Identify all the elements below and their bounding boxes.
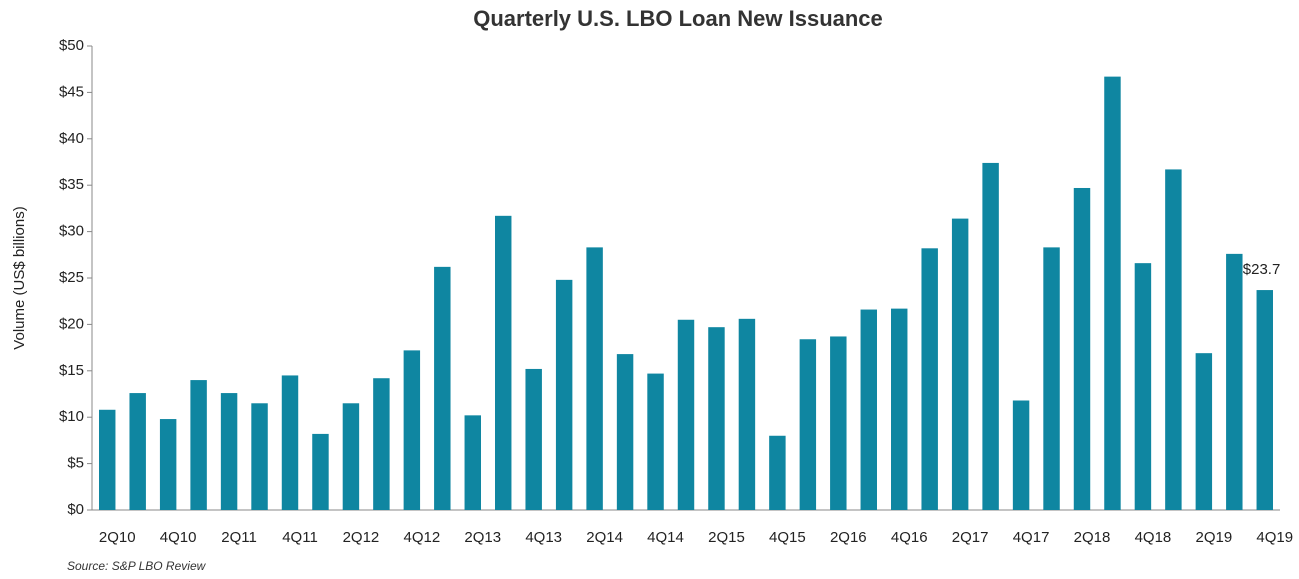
x-tick-label: 4Q13 <box>525 529 562 546</box>
bar <box>616 354 634 510</box>
bar <box>1043 247 1060 510</box>
x-tick-label: 4Q16 <box>891 529 928 546</box>
y-tick-label: $25 <box>59 269 84 286</box>
bar <box>708 327 725 510</box>
bar <box>1226 253 1243 510</box>
bar <box>769 435 786 510</box>
y-tick-label: $45 <box>59 83 84 100</box>
y-tick-label: $35 <box>59 176 84 193</box>
bar <box>281 375 299 510</box>
x-tick-label: 2Q19 <box>1195 529 1232 546</box>
x-tick-label: 2Q16 <box>830 529 867 546</box>
bar <box>312 433 329 510</box>
bar <box>891 308 908 510</box>
bar <box>677 319 695 510</box>
bar <box>403 350 421 510</box>
bar <box>586 247 603 510</box>
y-axis-label: Volume (US$ billions) <box>11 206 28 349</box>
bar <box>647 373 664 510</box>
bar <box>1134 263 1152 510</box>
bar <box>190 380 207 510</box>
y-tick-label: $20 <box>59 315 84 332</box>
bar <box>159 419 177 510</box>
y-tick-label: $40 <box>59 130 84 147</box>
bar <box>738 318 756 510</box>
bar <box>830 336 847 510</box>
bar <box>220 393 238 510</box>
bar <box>251 403 268 510</box>
bar <box>951 218 969 510</box>
source: Source: S&P LBO Review <box>67 559 207 573</box>
x-tick-label: 4Q15 <box>769 529 806 546</box>
bar <box>525 368 542 510</box>
x-tick-label: 4Q12 <box>403 529 440 546</box>
x-tick-label: 2Q18 <box>1074 529 1111 546</box>
bar <box>1256 290 1273 510</box>
x-tick-label: 2Q17 <box>952 529 989 546</box>
y-tick-label: $5 <box>67 455 84 472</box>
x-tick-label: 4Q17 <box>1013 529 1050 546</box>
bar <box>1104 76 1121 511</box>
bar <box>129 393 146 510</box>
bar <box>342 403 360 510</box>
bar <box>1012 400 1030 510</box>
bar <box>921 248 938 510</box>
x-tick-label: 2Q14 <box>586 529 623 546</box>
bar <box>99 409 116 510</box>
x-tick-label: 4Q14 <box>647 529 684 546</box>
bar <box>1195 353 1213 510</box>
x-tick-label: 2Q15 <box>708 529 745 546</box>
x-tick-label: 4Q18 <box>1135 529 1172 546</box>
bar <box>464 415 481 510</box>
x-tick-label: 2Q13 <box>464 529 501 546</box>
x-tick-label: 4Q19 <box>1256 529 1293 546</box>
x-tick-label: 4Q11 <box>282 529 318 546</box>
bar <box>1165 169 1182 510</box>
x-tick-label: 2Q11 <box>221 529 257 546</box>
bar <box>495 215 512 510</box>
x-tick-label: 4Q10 <box>160 529 197 546</box>
x-tick-label: 2Q10 <box>99 529 136 546</box>
y-tick-label: $0 <box>67 501 84 518</box>
y-tick-label: $30 <box>59 223 84 240</box>
y-tick-label: $10 <box>59 408 84 425</box>
bar <box>982 162 999 511</box>
bar <box>860 309 877 510</box>
chart-title: Quarterly U.S. LBO Loan New Issuance <box>473 6 883 31</box>
data-label: $23.7 <box>1243 261 1281 278</box>
y-tick-label: $15 <box>59 362 84 379</box>
y-tick-label: $50 <box>59 37 84 54</box>
bar <box>799 339 817 510</box>
bar <box>373 378 390 510</box>
x-tick-label: 2Q12 <box>343 529 380 546</box>
bar <box>555 279 573 510</box>
bar <box>1073 187 1091 510</box>
bar <box>434 266 451 510</box>
